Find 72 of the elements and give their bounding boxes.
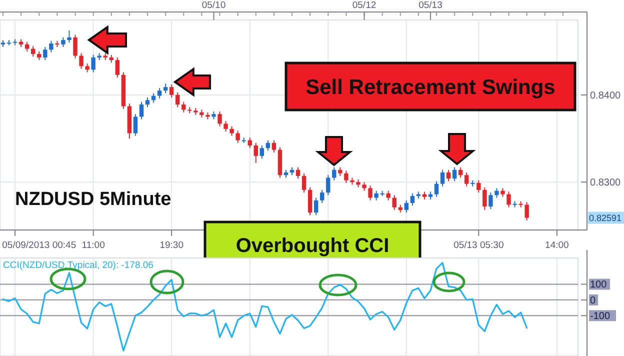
text: 0.82591 bbox=[589, 212, 622, 223]
candlestick bbox=[440, 169, 445, 187]
candlestick bbox=[464, 172, 469, 187]
line-series bbox=[2, 262, 528, 352]
candlestick bbox=[386, 190, 390, 201]
candlestick bbox=[145, 97, 150, 108]
candlestick bbox=[12, 38, 18, 46]
candlestick bbox=[434, 180, 439, 198]
candlestick bbox=[61, 36, 66, 48]
candlestick bbox=[494, 188, 499, 198]
candlestick bbox=[368, 185, 372, 201]
candlestick bbox=[248, 137, 252, 149]
candlestick bbox=[452, 166, 457, 182]
candlestick bbox=[139, 101, 144, 120]
candlestick bbox=[254, 142, 258, 164]
candlestick bbox=[266, 140, 270, 152]
candlestick bbox=[133, 114, 138, 136]
candlestick bbox=[91, 54, 96, 73]
candlestick bbox=[488, 192, 493, 210]
candlestick bbox=[218, 110, 222, 127]
candlestick bbox=[230, 126, 234, 136]
candlestick bbox=[157, 87, 162, 99]
candlestick bbox=[73, 34, 78, 59]
annotation: Sell Retracement Swings bbox=[306, 76, 556, 100]
candlestick bbox=[272, 140, 276, 153]
candlestick bbox=[410, 192, 415, 206]
candlestick bbox=[512, 200, 517, 208]
x-tick-label: 05/13 05:30 bbox=[454, 240, 504, 251]
candlestick bbox=[224, 120, 228, 132]
candlestick bbox=[49, 40, 54, 53]
candlestick bbox=[302, 172, 306, 194]
text: 05/12 bbox=[352, 0, 376, 11]
candlestick bbox=[169, 84, 174, 98]
candlestick bbox=[458, 166, 463, 178]
y-tick-label: 0 bbox=[590, 295, 596, 306]
candlestick bbox=[332, 166, 336, 181]
candlestick bbox=[43, 46, 48, 61]
candlestick bbox=[182, 101, 186, 113]
annotation: NZDUSD 5Minute bbox=[15, 189, 172, 210]
candlestick bbox=[176, 92, 180, 108]
x-tick-label: 19:30 bbox=[160, 240, 184, 251]
y-tick-label: 100 bbox=[590, 280, 608, 291]
candlestick bbox=[163, 83, 168, 94]
candlestick bbox=[404, 200, 409, 214]
x-tick-label: 05/09/2013 00:45 bbox=[2, 240, 76, 251]
y-tick-label: 0.8300 bbox=[590, 178, 622, 189]
text: 05/10 bbox=[202, 0, 226, 11]
candlestick bbox=[260, 144, 264, 160]
candlestick bbox=[482, 186, 487, 210]
candlestick bbox=[296, 166, 300, 180]
candlestick bbox=[326, 174, 330, 196]
candlestick bbox=[236, 130, 240, 144]
text: 05/13 bbox=[418, 0, 442, 11]
x-tick-label: 14:00 bbox=[545, 240, 569, 251]
candlestick bbox=[506, 191, 511, 208]
y-tick-label: 0.8400 bbox=[590, 90, 622, 102]
candlestick bbox=[31, 46, 36, 58]
candlestick bbox=[67, 30, 72, 44]
x-tick-label: 11:00 bbox=[82, 240, 105, 251]
candlestick bbox=[314, 197, 318, 216]
y-tick-label: -100 bbox=[590, 311, 610, 322]
text: Overbought CCI bbox=[236, 235, 390, 258]
chart-title: CCI(NZD/USD.Typical, 20): -178.06 bbox=[3, 260, 154, 271]
candlestick bbox=[320, 189, 324, 204]
candlestick bbox=[344, 170, 348, 184]
candlestick bbox=[79, 52, 84, 70]
candlestick bbox=[24, 41, 30, 52]
candlestick bbox=[392, 194, 396, 210]
candlestick bbox=[476, 180, 481, 194]
candlestick bbox=[446, 169, 451, 182]
candlestick bbox=[308, 186, 312, 216]
candlestick bbox=[115, 56, 120, 78]
